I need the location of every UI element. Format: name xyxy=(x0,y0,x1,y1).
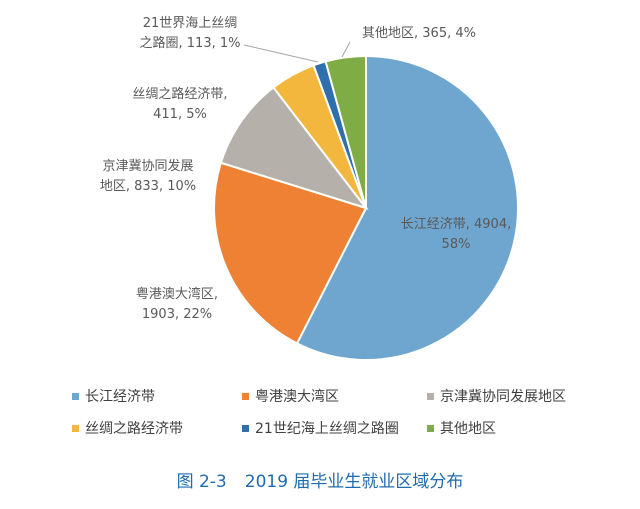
figure-number: 图 2-3 xyxy=(176,472,227,492)
pie-chart: 长江经济带, 4904, 58% 粤港澳大湾区, 1903, 22% 京津冀协同发展地区… xyxy=(100,16,519,361)
legend-item-3: 丝绸之路经济带 xyxy=(72,418,183,438)
data-label-2: 京津冀协同发展地区, 833, 10% xyxy=(100,158,196,194)
data-label-5: 其他地区, 365, 4% xyxy=(362,26,476,41)
legend-label: 21世纪海上丝绸之路圈 xyxy=(255,421,399,437)
legend-label: 长江经济带 xyxy=(85,389,155,405)
legend-label: 其他地区 xyxy=(440,421,496,437)
leader-line-1 xyxy=(341,41,351,58)
legend-swatch xyxy=(72,424,79,432)
pie-slice-1 xyxy=(213,161,368,345)
data-label-4: 21世界海上丝绸之路圈, 113, 1% xyxy=(140,16,241,51)
legend-swatch xyxy=(242,424,249,432)
legend-item-0: 长江经济带 xyxy=(72,386,155,406)
data-label-1: 粤港澳大湾区, 1903, 22% xyxy=(136,286,218,322)
legend-swatch xyxy=(427,424,434,432)
data-labels: 长江经济带, 4904, 58% 粤港澳大湾区, 1903, 22% 京津冀协同发展地区… xyxy=(100,16,511,322)
pie-slice-2 xyxy=(219,86,369,210)
legend-item-4: 21世纪海上丝绸之路圈 xyxy=(242,418,399,438)
legend-item-2: 京津冀协同发展地区 xyxy=(427,386,566,406)
legend-label: 丝绸之路经济带 xyxy=(85,421,183,437)
pie-slices xyxy=(213,54,519,361)
pie-slice-5 xyxy=(324,54,367,209)
leader-line-0 xyxy=(243,44,319,63)
legend-item-5: 其他地区 xyxy=(427,418,496,438)
pie-slice-0 xyxy=(295,54,519,361)
legend-label: 京津冀协同发展地区 xyxy=(440,389,566,405)
figure-title: 2019 届毕业生就业区域分布 xyxy=(244,472,464,492)
legend-item-1: 粤港澳大湾区 xyxy=(242,386,339,406)
data-label-0: 长江经济带, 4904, 58% xyxy=(401,217,511,252)
leader-lines xyxy=(243,41,351,63)
legend-swatch xyxy=(427,392,434,400)
legend-label: 粤港澳大湾区 xyxy=(255,389,339,405)
figure-caption: 图 2-3 2019 届毕业生就业区域分布 xyxy=(0,467,640,492)
legend-swatch xyxy=(72,392,79,400)
data-label-3: 丝绸之路经济带, 411, 5% xyxy=(132,86,227,122)
legend-swatch xyxy=(242,392,249,400)
